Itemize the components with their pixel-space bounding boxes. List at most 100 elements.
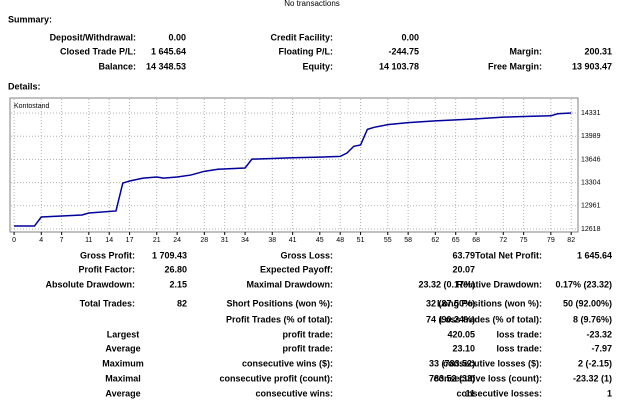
field-value: 74 (90.24%) [426, 314, 475, 324]
field-value: 783.52 (33) [429, 373, 475, 383]
field-label: consecutive wins ($): [242, 358, 333, 368]
field-label: Floating P/L: [279, 46, 334, 56]
field-value: -23.32 [586, 329, 612, 339]
field-label: Maximal Drawdown: [246, 279, 333, 289]
x-tick-label: 41 [289, 237, 297, 244]
field-value: -244.75 [388, 46, 419, 56]
x-tick-label: 68 [472, 237, 480, 244]
field-label: Relative Drawdown: [456, 279, 542, 289]
field-label: Short Positions (won %): [227, 298, 334, 308]
field-label: Profit Trades (% of total): [226, 314, 333, 324]
x-tick-label: 75 [520, 237, 528, 244]
y-tick-label: 13989 [581, 133, 601, 140]
details-title: Details: [8, 81, 41, 91]
field-value: 50 (92.00%) [563, 298, 612, 308]
field-label: consecutive losses ($): [443, 358, 542, 368]
field-label: Gross Loss: [280, 250, 333, 260]
field-value: 0.17% (23.32) [555, 279, 612, 289]
x-tick-label: 65 [452, 237, 460, 244]
field-value: 1 709.43 [152, 250, 187, 260]
x-tick-label: 55 [384, 237, 392, 244]
row-heading: Maximal [105, 373, 141, 383]
x-tick-label: 21 [153, 237, 161, 244]
field-value: 23.32 (0.17%) [418, 279, 475, 289]
balance-line [14, 112, 572, 227]
field-label: Free Margin: [488, 61, 542, 71]
field-value: 0.00 [401, 32, 419, 42]
field-label: Profit Factor: [78, 264, 135, 274]
field-value: 26.80 [164, 264, 187, 274]
field-value: 14 103.78 [379, 61, 419, 71]
field-value: -23.32 (1) [573, 373, 612, 383]
field-label: Deposit/Withdrawal: [50, 32, 136, 42]
field-value: 11 [465, 388, 475, 398]
x-tick-label: 38 [268, 237, 276, 244]
field-label: Balance: [98, 61, 136, 71]
y-tick-label: 13304 [581, 179, 601, 186]
field-value: 8 (9.76%) [573, 314, 612, 324]
field-value: 2.15 [169, 279, 187, 289]
field-value: 23.10 [452, 343, 475, 353]
x-tick-label: 4 [39, 237, 43, 244]
x-tick-label: 24 [173, 237, 181, 244]
x-tick-label: 58 [404, 237, 412, 244]
field-label: Margin: [510, 46, 543, 56]
field-value: 1 645.64 [151, 46, 186, 56]
field-label: Gross Profit: [80, 250, 135, 260]
notice: No transactions [284, 0, 340, 8]
x-tick-label: 11 [85, 237, 92, 244]
field-label: Total Trades: [80, 298, 135, 308]
field-value: 1 645.64 [577, 250, 612, 260]
x-tick-label: 17 [126, 237, 134, 244]
field-label: Absolute Drawdown: [46, 279, 136, 289]
legend-label: Kontostand [14, 103, 50, 110]
field-label: profit trade: [283, 329, 334, 339]
x-tick-label: 62 [431, 237, 439, 244]
row-heading: Maximum [102, 358, 144, 368]
chart-frame [9, 97, 579, 233]
field-label: Credit Facility: [270, 32, 333, 42]
field-label: loss trade: [496, 329, 542, 339]
x-tick-label: 14 [105, 237, 113, 244]
field-value: 63.79 [452, 250, 475, 260]
row-heading: Average [105, 388, 140, 398]
field-value: 2 (-2.15) [578, 358, 612, 368]
x-tick-label: 0 [12, 237, 16, 244]
field-label: loss trade: [496, 343, 542, 353]
field-label: consecutive profit (count): [219, 373, 333, 383]
x-tick-label: 72 [499, 237, 507, 244]
field-value: 0.00 [168, 32, 186, 42]
field-value: 20.07 [452, 264, 475, 274]
x-tick-label: 28 [200, 237, 208, 244]
field-label: Total Net Profit: [475, 250, 542, 260]
field-value: 14 348.53 [146, 61, 186, 71]
x-tick-label: 79 [547, 237, 555, 244]
y-tick-label: 14331 [581, 110, 601, 117]
y-tick-label: 12961 [581, 203, 601, 210]
x-tick-label: 51 [357, 237, 365, 244]
y-tick-label: 12618 [581, 226, 601, 233]
field-value: 13 903.47 [572, 61, 612, 71]
y-tick-label: 13646 [581, 156, 601, 163]
field-label: Equity: [303, 61, 334, 71]
row-heading: Largest [107, 329, 140, 339]
field-value: 32 (87.50%) [426, 298, 475, 308]
x-tick-label: 45 [316, 237, 324, 244]
field-label: Long Positions (won %): [437, 298, 542, 308]
x-tick-label: 48 [336, 237, 344, 244]
x-tick-label: 7 [60, 237, 64, 244]
row-heading: Average [105, 343, 140, 353]
field-label: consecutive loss (count): [433, 373, 542, 383]
field-label: Loss trades (% of total): [439, 314, 542, 324]
x-tick-label: 31 [221, 237, 229, 244]
field-label: profit trade: [283, 343, 334, 353]
field-value: 420.05 [447, 329, 475, 339]
field-label: Closed Trade P/L: [60, 46, 136, 56]
field-label: consecutive wins: [255, 388, 333, 398]
field-value: 1 [607, 388, 612, 398]
x-tick-label: 34 [241, 237, 249, 244]
summary-title: Summary: [8, 14, 52, 24]
x-tick-label: 82 [567, 237, 575, 244]
